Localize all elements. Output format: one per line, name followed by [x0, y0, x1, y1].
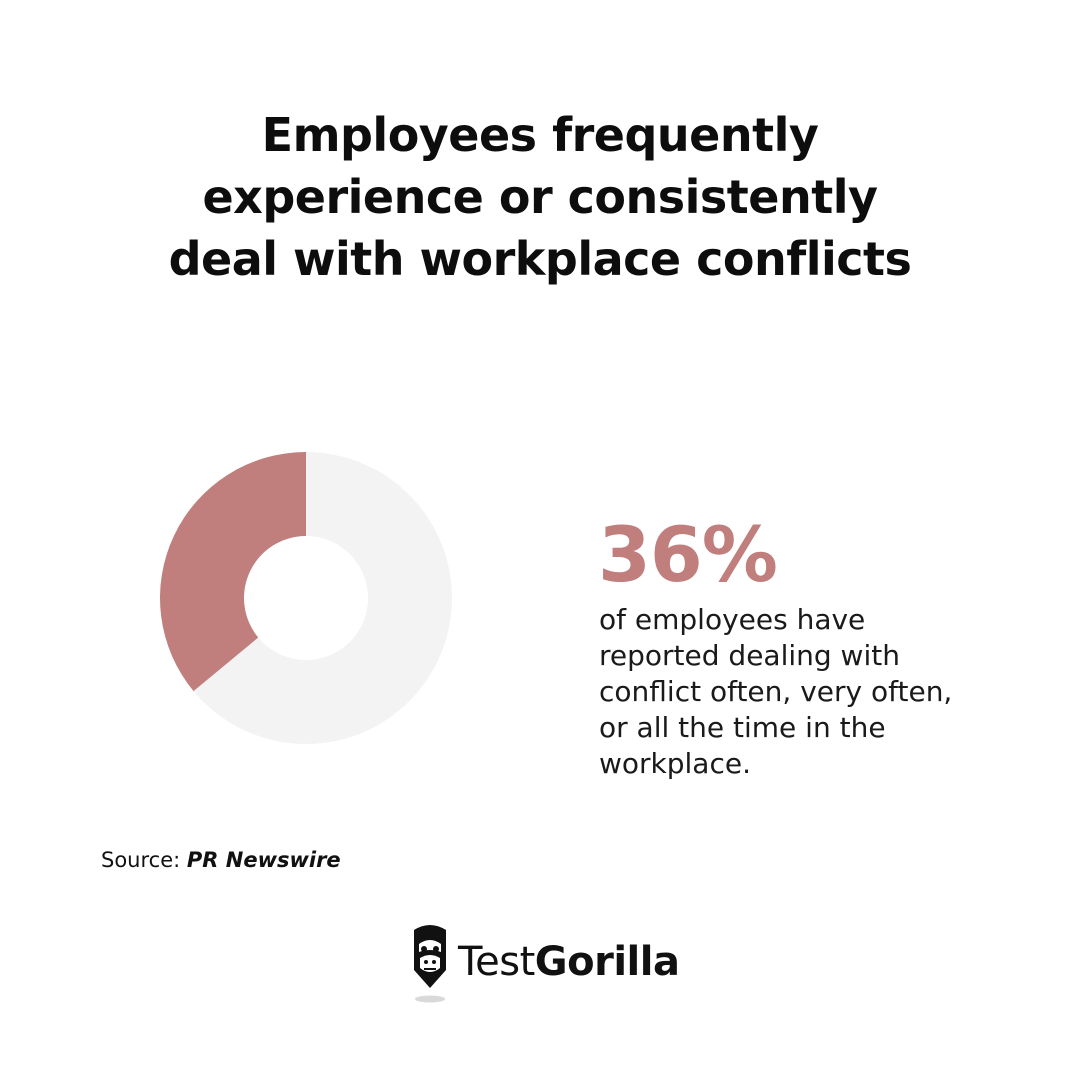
stat-description: of employees have reported dealing with … [599, 602, 979, 782]
source-prefix: Source: [101, 848, 181, 872]
stat-description-line-2: reported dealing with [599, 639, 900, 672]
brand-name-bold: Gorilla [534, 939, 680, 985]
source-citation: Source: PR Newswire [101, 846, 341, 874]
stat-description-line-3: conflict often, very often, [599, 675, 953, 708]
title-line-2: experience or consistently [202, 170, 878, 224]
donut-slice-remainder [193, 452, 452, 744]
stat-description-line-1: of employees have [599, 603, 866, 636]
gorilla-head-icon [414, 925, 446, 1003]
brand-wordmark: TestGorilla [458, 938, 680, 986]
chart-title: Employees frequently experience or consi… [90, 104, 990, 290]
brand-name-regular: Test [458, 939, 535, 985]
donut-slice-36-percent [159, 452, 306, 692]
stat-description-line-5: workplace. [599, 747, 751, 780]
stat-description-line-4: or all the time in the [599, 711, 886, 744]
title-line-1: Employees frequently [261, 108, 819, 162]
source-name: PR Newswire [186, 848, 341, 872]
title-line-3: deal with workplace conflicts [168, 232, 912, 286]
stat-percentage: 36% [598, 510, 778, 599]
